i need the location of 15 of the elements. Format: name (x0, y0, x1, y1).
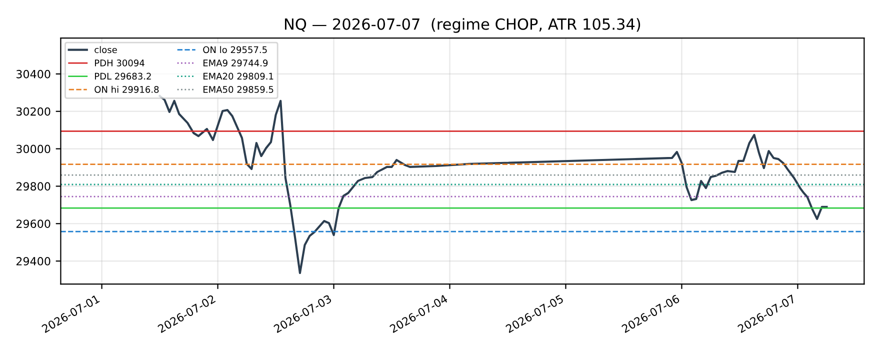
y-tick-label: 29600 (16, 220, 50, 228)
legend-label: PDH 30094 (95, 60, 144, 66)
legend-label: EMA50 29859.5 (204, 86, 274, 93)
y-tick-label: 29400 (16, 257, 50, 266)
legend-label: EMA9 29744.9 (204, 60, 268, 66)
legend-label: PDL 29683.2 (95, 72, 151, 80)
legend-label: ON lo 29557.5 (203, 46, 267, 54)
y-tick-label: 29800 (16, 182, 50, 191)
legend-label: EMA20 29809.1 (204, 72, 274, 80)
y-tick-label: 30400 (16, 70, 50, 78)
legend-label: ON hi 29916.8 (94, 86, 159, 93)
chart-title: NQ — 2026-07-07 (regime CHOP, ATR 105.34) (284, 18, 640, 33)
legend-label: close (94, 46, 117, 54)
y-tick-label: 30000 (16, 144, 50, 154)
y-tick-label: 30200 (16, 107, 50, 116)
